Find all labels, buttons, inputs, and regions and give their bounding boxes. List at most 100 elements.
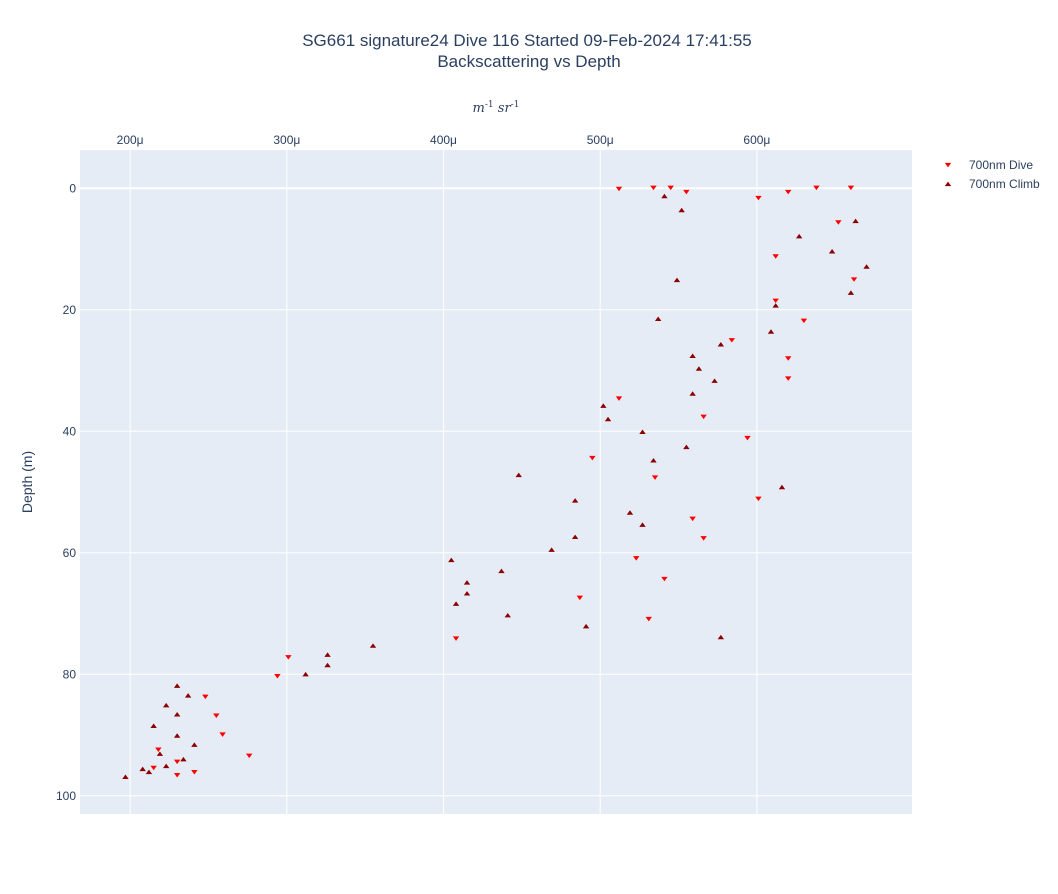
climb-point [600,403,607,408]
dive-point [650,185,657,191]
dive-point [452,636,460,641]
x-tick-label: 600μ [743,133,770,147]
dive-point [785,356,792,361]
dive-point [800,318,808,324]
climb-point [515,472,522,478]
climb-point [678,207,685,213]
x-axis-title: m-1 sr-1 [473,100,520,116]
climb-point [689,391,696,396]
dive-point [744,435,751,441]
series-dive [150,185,858,778]
climb-point [778,484,786,490]
y-tick-label: 100 [56,789,76,803]
dive-point [667,185,674,191]
legend[interactable]: 700nm Dive 700nm Climb [944,158,1040,191]
dive-point [633,556,640,561]
climb-point [463,591,471,596]
dive-point [589,455,596,461]
climb-point [695,366,703,371]
climb-point [184,693,192,698]
dive-point [285,655,292,660]
climb-point [548,547,555,552]
dive-point [645,616,652,622]
dive-point [661,576,668,582]
climb-point [717,634,725,640]
climb-point [767,329,775,334]
climb-point [139,766,146,772]
climb-point [302,671,309,677]
y-tick-label: 20 [63,303,77,317]
dive-point [213,713,220,718]
dive-point [246,753,253,759]
dive-point [813,185,820,191]
dive-point [219,732,226,737]
climb-point [571,498,579,503]
climb-point [191,742,198,747]
climb-point [661,193,668,199]
dive-point [728,338,736,343]
dive-point [683,189,690,195]
dive-point [785,376,792,381]
climb-point [772,303,779,308]
dive-point [772,298,779,304]
legend-item-climb[interactable]: 700nm Climb [944,177,1040,191]
climb-point [173,733,181,738]
y-tick-label: 80 [63,667,77,681]
dive-point [850,277,858,282]
climb-point [571,534,579,540]
climb-point [150,723,157,728]
legend-label: 700nm Climb [969,177,1040,191]
climb-point [847,290,855,295]
plot-area[interactable] [80,150,912,814]
dive-point [173,773,181,778]
climb-point [162,702,170,708]
climb-point [639,429,646,434]
dive-point [755,195,762,201]
chart-subtitle: Backscattering vs Depth [437,52,620,71]
climb-point [145,769,153,775]
dive-point [615,186,623,192]
climb-point [324,662,331,668]
climb-point [650,458,657,463]
climb-point [828,249,836,254]
dive-point [615,396,623,401]
climb-point [463,580,471,585]
climb-point [852,218,859,224]
y-tick-label: 0 [69,181,76,195]
climb-point [689,353,696,359]
dive-point [835,220,842,225]
dive-point [785,189,792,195]
climb-point [717,342,725,347]
x-tick-labels: 200μ 300μ 400μ 500μ 600μ [117,133,771,147]
climb-point [156,751,164,756]
dive-point [576,595,584,601]
y-tick-labels: 0 20 40 60 80 100 [56,181,76,803]
dive-point [847,185,855,191]
grid-lines [80,150,912,814]
climb-point [683,444,690,450]
climb-point [654,316,662,321]
climb-point [711,378,718,383]
climb-point [180,756,187,762]
legend-item-dive[interactable]: 700nm Dive [944,158,1034,172]
chart-title: SG661 signature24 Dive 116 Started 09-Fe… [302,31,752,50]
climb-point [324,652,331,657]
climb-point [448,557,455,563]
data-points [122,185,870,780]
dive-point [274,674,281,679]
x-tick-label: 500μ [587,133,614,147]
climb-point [863,264,870,269]
dive-point [700,414,707,420]
legend-marker-icon [944,162,952,168]
dive-point [150,765,157,771]
dive-point [700,536,707,541]
y-tick-label: 60 [63,546,77,560]
climb-point [604,416,612,422]
climb-point [582,623,590,629]
dive-point [173,759,181,765]
climb-point [626,510,634,515]
dive-point [155,747,162,753]
climb-point [162,763,170,769]
y-tick-label: 40 [63,424,77,438]
